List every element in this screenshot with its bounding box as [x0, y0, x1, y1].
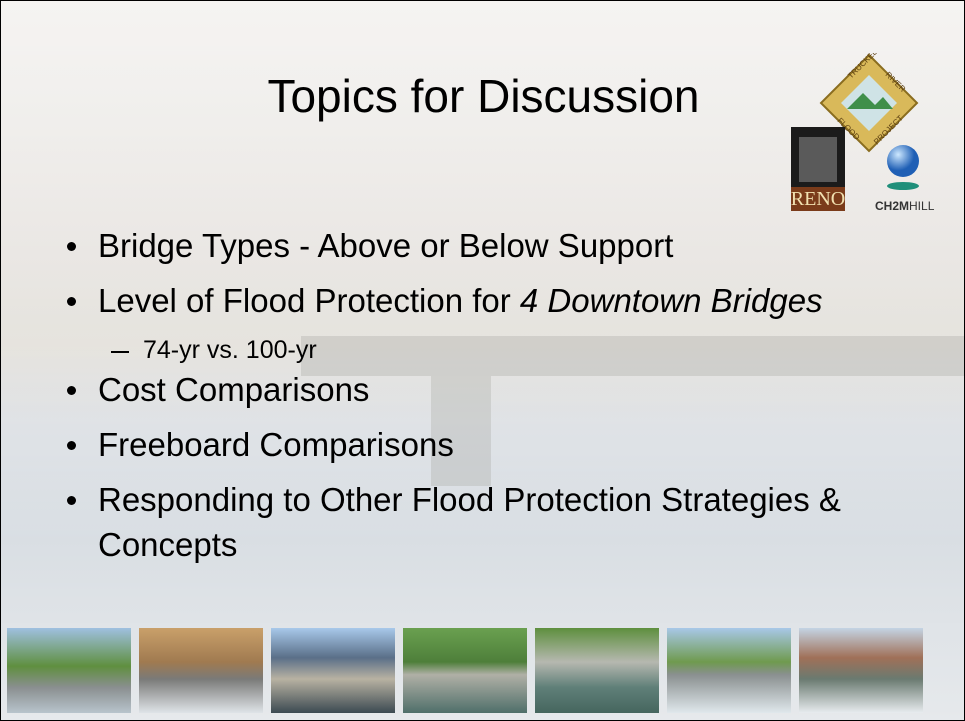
ch2m-logo: CH2MHILL — [867, 141, 962, 216]
photo — [7, 628, 131, 713]
bullet-emphasis: 4 Downtown Bridges — [520, 282, 823, 319]
photo — [535, 628, 659, 713]
slide: Topics for Discussion TRUCKEE RIVER FLOO… — [0, 0, 965, 721]
bullet-text: Responding to Other Flood Protection Str… — [98, 481, 841, 563]
bullet-text: Cost Comparisons — [98, 371, 369, 408]
bullet-text: Level of Flood Protection for — [98, 282, 511, 319]
sub-item: 74-yr vs. 100-yr — [143, 333, 928, 367]
photo — [271, 628, 395, 713]
photo — [799, 628, 923, 713]
bullet-text: Freeboard Comparisons — [98, 426, 454, 463]
bullet-text: Bridge Types - Above or Below Support — [98, 227, 673, 264]
photo-strip — [1, 628, 965, 713]
photo — [667, 628, 791, 713]
logo-text: RENO — [791, 188, 845, 210]
reno-logo: RENO — [789, 125, 849, 215]
bullet-item: Bridge Types - Above or Below Support — [98, 223, 928, 268]
sub-marker — [111, 351, 129, 353]
bullet-list: Bridge Types - Above or Below Support Lev… — [98, 223, 928, 577]
sub-text: 74-yr vs. 100-yr — [143, 336, 317, 364]
bullet-item: Responding to Other Flood Protection Str… — [98, 477, 928, 567]
photo — [403, 628, 527, 713]
bullet-marker — [67, 297, 76, 306]
bullet-marker — [67, 242, 76, 251]
bullet-item: Level of Flood Protection for 4 Downtown… — [98, 278, 928, 323]
bullet-item: Freeboard Comparisons — [98, 422, 928, 467]
bullet-marker — [67, 386, 76, 395]
bullet-marker — [67, 441, 76, 450]
photo — [139, 628, 263, 713]
logo-text: CH2MHILL — [875, 199, 935, 213]
bullet-item: Cost Comparisons — [98, 367, 928, 412]
bullet-marker — [67, 496, 76, 505]
